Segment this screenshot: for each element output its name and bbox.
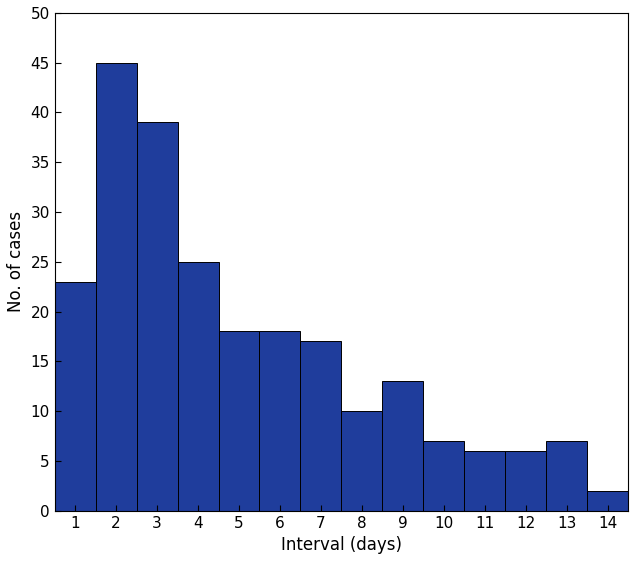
Y-axis label: No. of cases: No. of cases [7, 211, 25, 312]
Bar [505, 451, 546, 511]
Bar [96, 63, 137, 511]
Bar [587, 491, 628, 511]
Bar [137, 122, 178, 511]
Bar [260, 332, 300, 511]
Bar [342, 411, 382, 511]
Bar [218, 332, 260, 511]
X-axis label: Interval (days): Interval (days) [281, 536, 402, 554]
Bar [300, 342, 342, 511]
Bar [178, 262, 218, 511]
Bar [464, 451, 505, 511]
Bar [382, 381, 424, 511]
Bar [424, 441, 464, 511]
Bar [55, 282, 96, 511]
Bar [546, 441, 587, 511]
